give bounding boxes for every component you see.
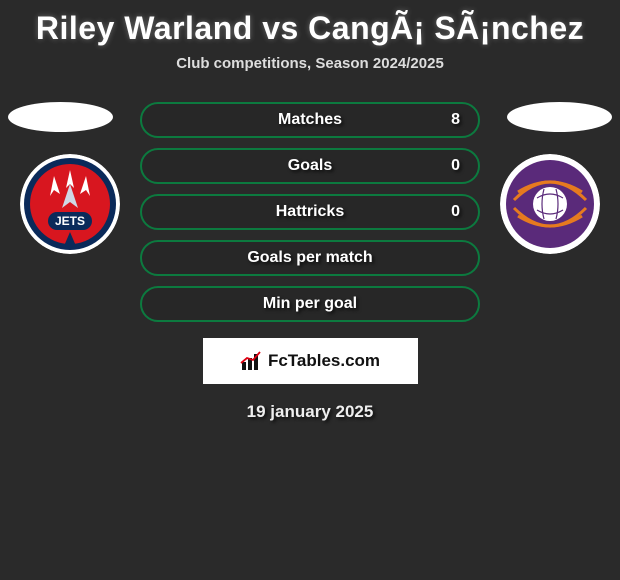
stat-bar-goals-per-match: Goals per match [140, 240, 480, 276]
svg-text:JETS: JETS [55, 214, 85, 228]
stat-bar-matches: Matches 8 [140, 102, 480, 138]
comparison-area: JETS [0, 102, 620, 422]
club-crest-left: JETS [20, 154, 120, 254]
brand-text: FcTables.com [268, 351, 380, 371]
club-crest-left-inner: JETS [20, 154, 120, 254]
brand-chart-icon [240, 350, 262, 372]
date-text: 19 january 2025 [10, 402, 610, 422]
page-subtitle: Club competitions, Season 2024/2025 [0, 55, 620, 72]
jets-crest-icon: JETS [20, 154, 120, 254]
stat-bar-min-per-goal: Min per goal [140, 286, 480, 322]
stat-value: 8 [451, 111, 460, 129]
club-crest-right [500, 154, 600, 254]
stat-label: Hattricks [276, 203, 344, 221]
brand-box: FcTables.com [203, 338, 418, 384]
stat-bar-hattricks: Hattricks 0 [140, 194, 480, 230]
stat-label: Goals [288, 157, 332, 175]
player-marker-left [8, 102, 113, 132]
stat-label: Goals per match [247, 249, 372, 267]
stat-label: Min per goal [263, 295, 357, 313]
player-marker-right [507, 102, 612, 132]
stat-value: 0 [451, 203, 460, 221]
club-crest-right-inner [500, 154, 600, 254]
stat-label: Matches [278, 111, 342, 129]
stat-bars: Matches 8 Goals 0 Hattricks 0 Goals per … [140, 102, 480, 322]
page-title: Riley Warland vs CangÃ¡ SÃ¡nchez [0, 0, 620, 55]
stat-bar-goals: Goals 0 [140, 148, 480, 184]
stat-value: 0 [451, 157, 460, 175]
glory-crest-icon [500, 154, 600, 254]
